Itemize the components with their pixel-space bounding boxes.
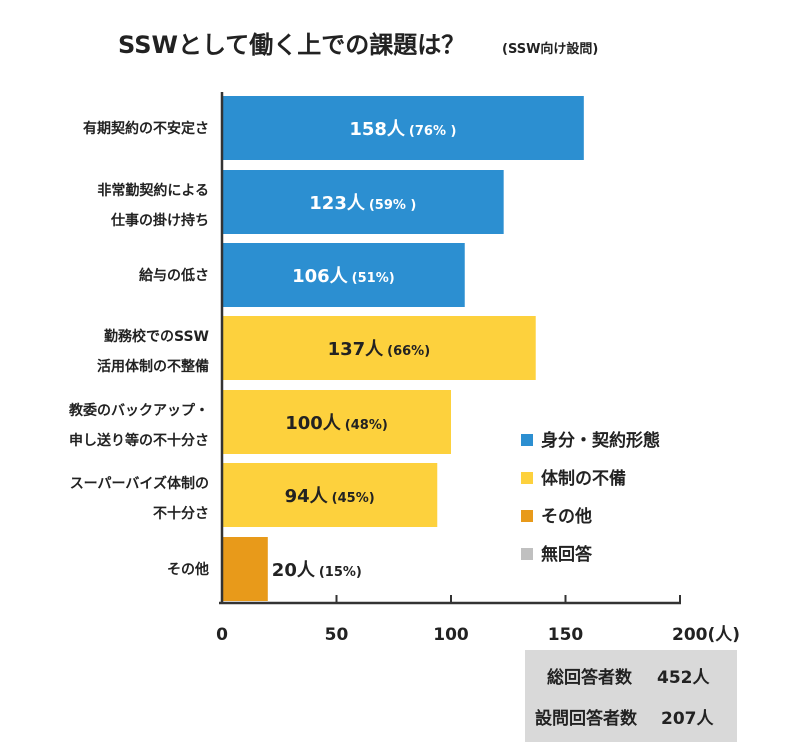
percent-label: (51%) — [352, 271, 395, 286]
x-tick-label: 100 — [433, 625, 469, 645]
legend-label: 身分・契約形態 — [541, 430, 660, 451]
chart-title: SSWとして働く上での課題は？ — [118, 31, 465, 59]
question-respondents-label: 設問回答者数 — [535, 709, 637, 729]
respondent-summary: 総回答者数 452人 設問回答者数 207人 — [525, 650, 737, 742]
category-label: 有期契約の不安定さ — [83, 120, 209, 137]
percent-label: (15%) — [319, 565, 362, 580]
bar-value-label: 158人 (76% ) — [349, 119, 456, 140]
percent-label: (59% ) — [369, 198, 417, 213]
percent-label: (48%) — [345, 418, 388, 433]
percent-label: (66%) — [387, 344, 430, 359]
percent-label: (76% ) — [409, 124, 457, 139]
category-label: 非常勤契約による — [97, 182, 209, 199]
legend-label: その他 — [541, 506, 592, 527]
legend-label: 無回答 — [541, 544, 593, 565]
category-label: その他 — [167, 561, 209, 578]
legend-swatch — [521, 472, 533, 484]
category-label: スーパーバイズ体制の — [70, 475, 209, 492]
x-tick-label: 200(人) — [672, 625, 740, 645]
category-label: 活用体制の不整備 — [97, 358, 209, 375]
bar-value-label: 137人 (66%) — [328, 339, 431, 360]
bar-value-label: 106人 (51%) — [292, 266, 395, 287]
bar-7 — [222, 537, 268, 601]
category-label: 教委のバックアップ・ — [69, 402, 209, 419]
bar-3 — [222, 243, 465, 307]
value-label: 100人 — [285, 413, 342, 434]
bar-1 — [222, 96, 584, 160]
value-label: 20人 — [272, 560, 316, 581]
value-label: 137人 — [328, 339, 385, 360]
category-label: 給与の低さ — [139, 267, 209, 284]
legend-swatch — [521, 548, 533, 560]
value-label: 158人 — [349, 119, 406, 140]
bar-value-label: 20人 (15%) — [272, 560, 362, 581]
percent-label: (45%) — [332, 491, 375, 506]
bar-5 — [222, 390, 451, 454]
category-label: 仕事の掛け持ち — [110, 212, 209, 229]
legend-swatch — [521, 434, 533, 446]
total-respondents-label: 総回答者数 — [547, 668, 632, 688]
x-tick-label: 50 — [325, 625, 349, 645]
total-respondents-value: 452人 — [657, 668, 710, 688]
bar-6 — [222, 463, 438, 527]
value-label: 123人 — [309, 193, 366, 214]
legend-label: 体制の不備 — [541, 468, 626, 489]
chart-subtitle: (SSW向け設問) — [502, 41, 598, 57]
bar-value-label: 123人 (59% ) — [309, 193, 416, 214]
category-label: 勤務校でのSSW — [104, 328, 209, 345]
value-label: 106人 — [292, 266, 349, 287]
legend-swatch — [521, 510, 533, 522]
x-tick-label: 0 — [216, 625, 228, 645]
category-label: 不十分さ — [153, 505, 209, 522]
bar-2 — [222, 170, 504, 234]
value-label: 94人 — [285, 486, 329, 507]
x-tick-label: 150 — [548, 625, 584, 645]
bar-value-label: 100人 (48%) — [285, 413, 388, 434]
bar-4 — [222, 316, 536, 380]
category-label: 申し送り等の不十分さ — [69, 432, 209, 449]
question-respondents-value: 207人 — [661, 709, 714, 729]
bar-value-label: 94人 (45%) — [285, 486, 375, 507]
